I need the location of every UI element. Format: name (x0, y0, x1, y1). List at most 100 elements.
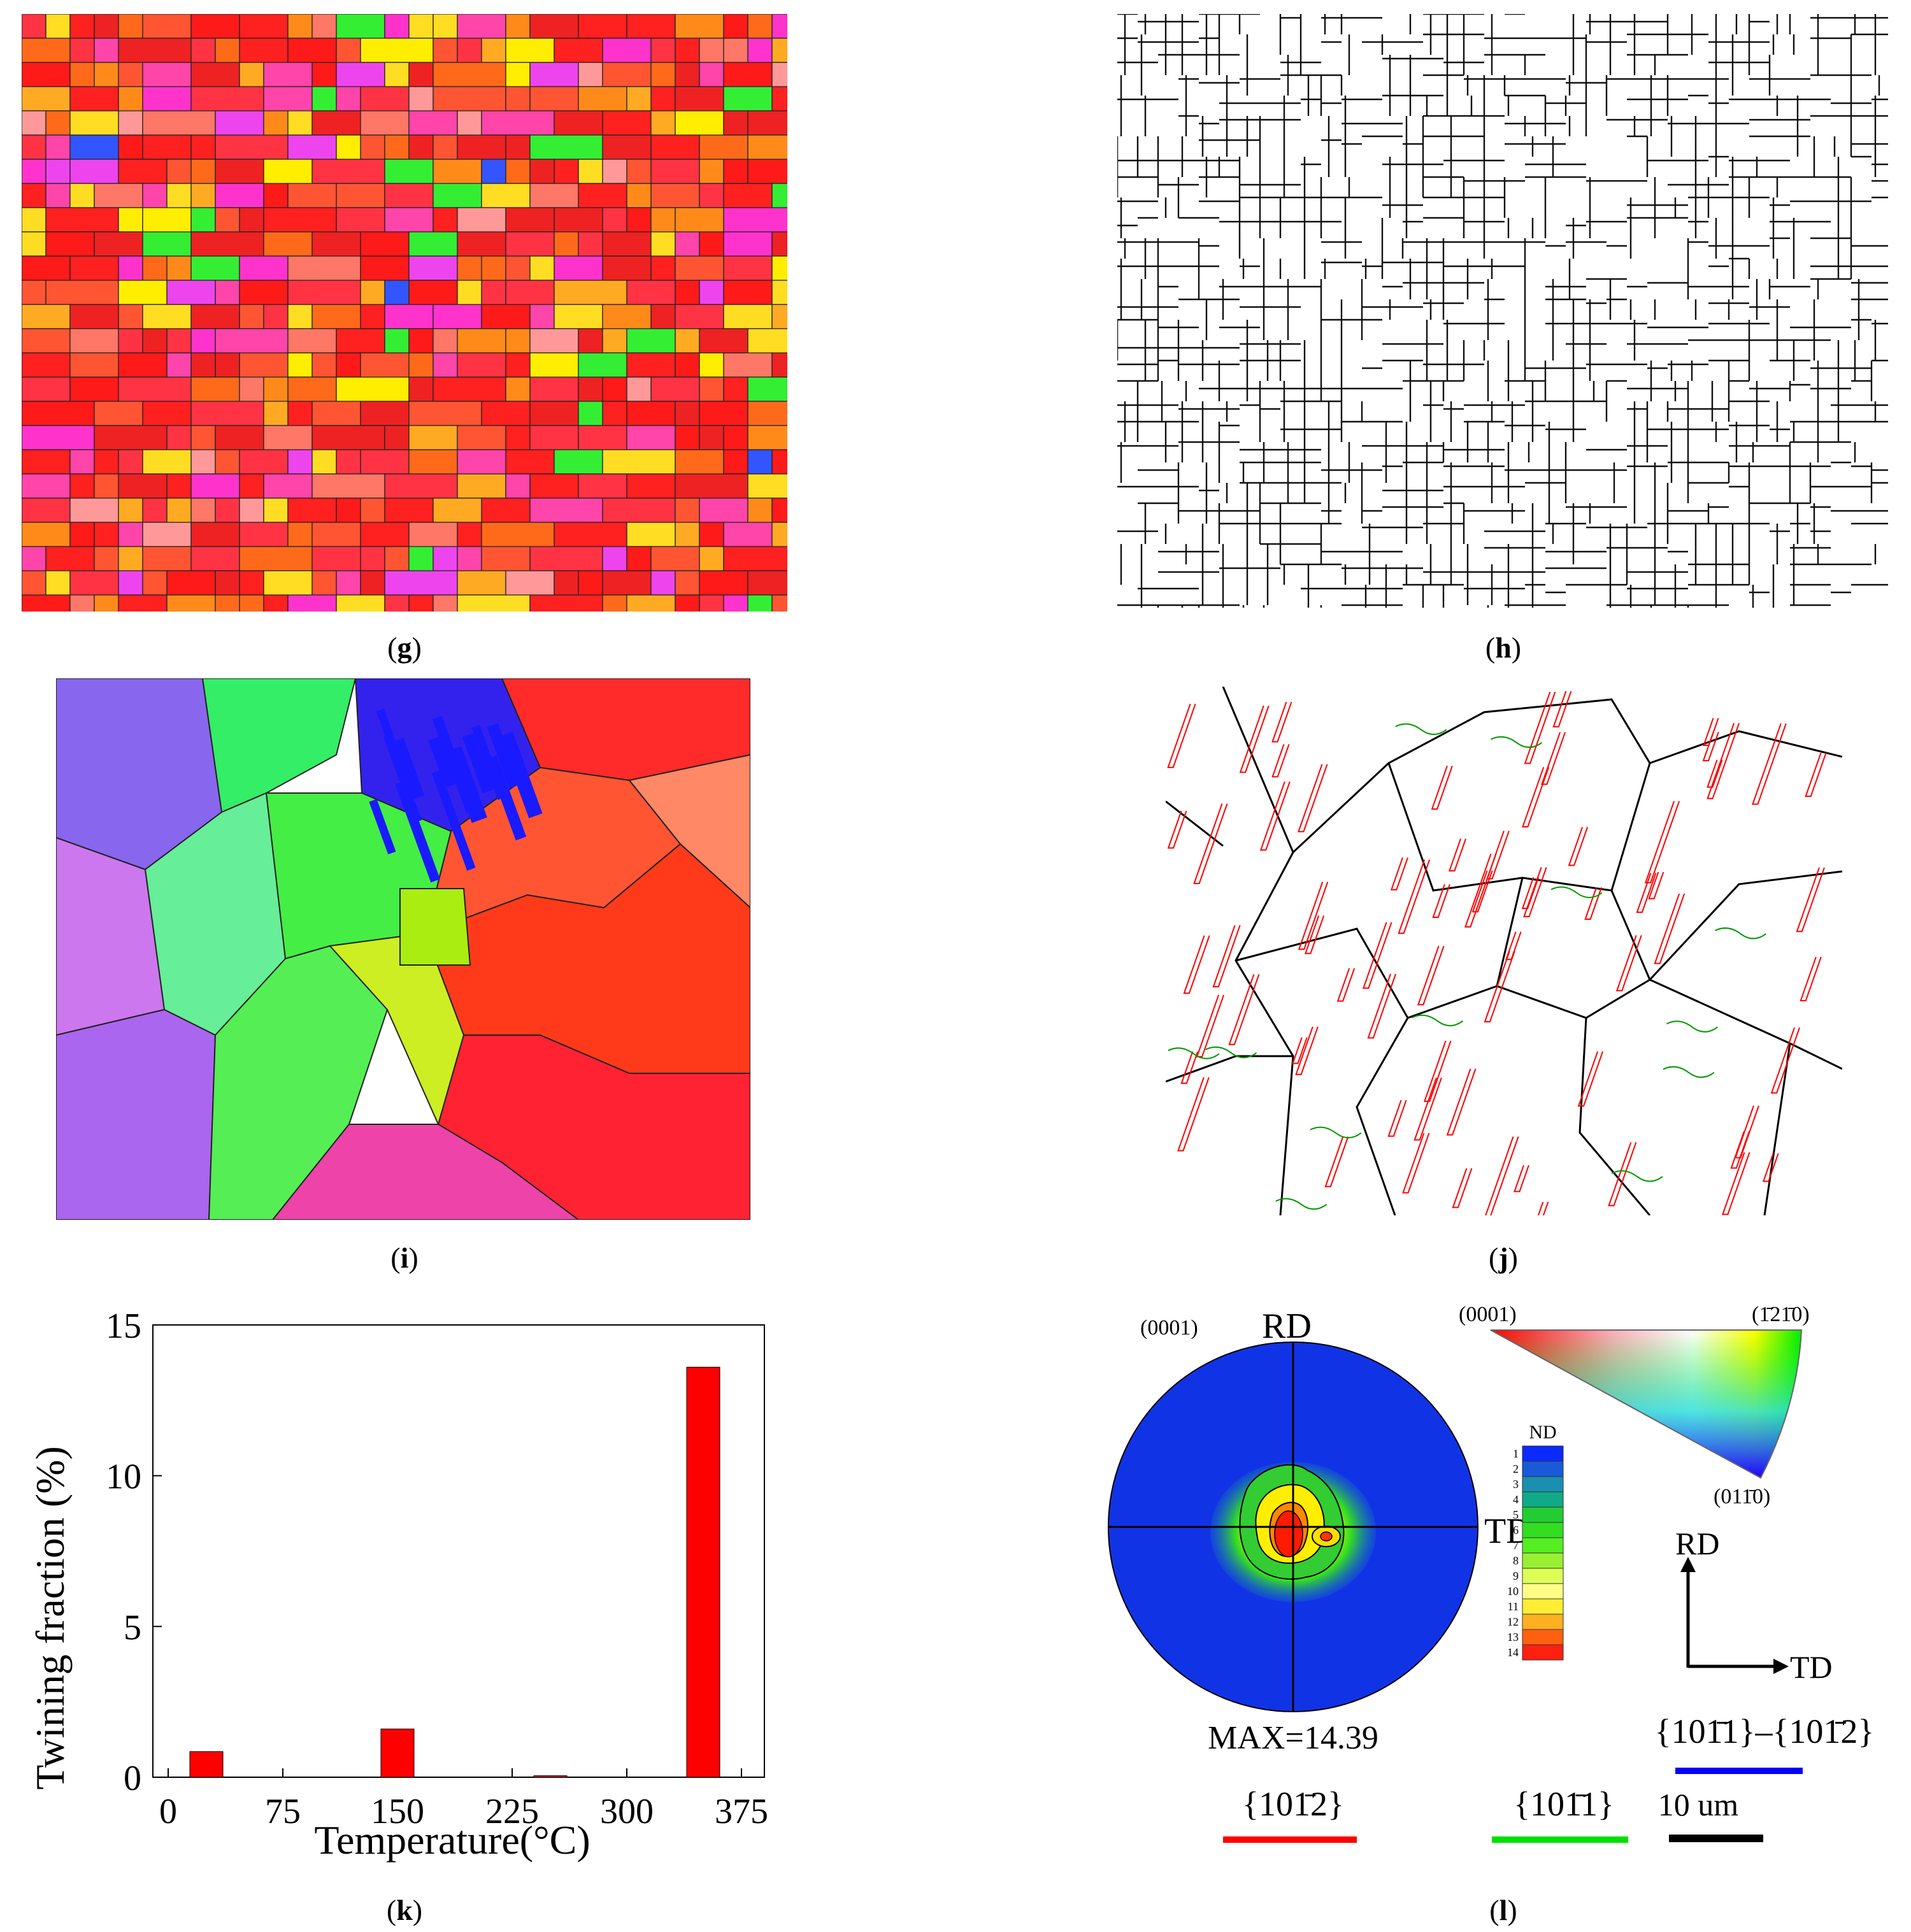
bar (533, 1775, 568, 1778)
pole-figure-svg: (0001) RD TD MAX=14.39 (0001) (1̄21̄0) (… (1108, 1303, 1874, 1843)
grain (263, 497, 289, 523)
grain (529, 62, 579, 87)
panel-label-i: (i) (390, 1241, 419, 1274)
grain (578, 473, 627, 499)
colorbar-level-label: 1 (1513, 1447, 1519, 1460)
twin-boundary-red (1431, 765, 1453, 810)
twin-boundary-red (1298, 764, 1328, 833)
grain (69, 449, 95, 475)
grain (723, 86, 773, 111)
grain (190, 522, 240, 547)
colorbar-level-label: 8 (1513, 1554, 1519, 1567)
grain (626, 280, 676, 305)
grain (271, 1124, 580, 1220)
colorbar-level (1522, 1614, 1564, 1630)
legend-text-tension-twin: {101̄2} (1242, 1785, 1344, 1823)
grain (481, 497, 531, 523)
grain (384, 497, 434, 523)
grain (118, 134, 143, 160)
twin-boundary-map-j (1166, 687, 1842, 1215)
grain (336, 449, 361, 475)
grain (699, 594, 724, 612)
grain (22, 38, 71, 63)
twin-boundary-red (1239, 705, 1270, 773)
grain (650, 376, 700, 402)
twin-boundary-green (1205, 1046, 1257, 1059)
twin-lamella (395, 781, 440, 883)
grain (650, 255, 676, 281)
grain (433, 14, 458, 39)
grain (190, 328, 216, 354)
grain (699, 352, 724, 378)
grain (287, 352, 313, 378)
grain (118, 594, 168, 612)
grain (554, 38, 603, 63)
twin-boundary-green (1275, 1198, 1328, 1210)
twin-boundary-red (1707, 759, 1723, 788)
grain (505, 449, 555, 475)
grain (505, 159, 531, 184)
grain-boundary-network (1117, 14, 1888, 608)
grain (336, 352, 361, 378)
twin-boundary-red (1721, 1152, 1750, 1215)
legend-text-compression-twin: {101̄1} (1514, 1785, 1614, 1823)
grain (457, 425, 506, 450)
twin-boundary-red (1577, 1051, 1604, 1107)
colorbar-level (1522, 1598, 1564, 1615)
colorbar-level (1522, 1629, 1564, 1645)
twin-lamella (383, 734, 422, 823)
grain (311, 401, 361, 426)
twin-boundary-green (1491, 736, 1543, 748)
grain (602, 231, 652, 257)
twin-boundary-red (1446, 1068, 1477, 1136)
grain (142, 14, 192, 39)
twin-boundary-red (1228, 974, 1260, 1045)
twin-boundary-red (1298, 882, 1329, 950)
grain (118, 38, 192, 63)
grain (69, 62, 95, 87)
grain (22, 497, 71, 523)
grain (239, 570, 264, 596)
grain (69, 328, 119, 354)
grain (22, 14, 47, 39)
triangle-corner-0001: (0001) (1459, 1303, 1517, 1326)
grain (433, 62, 506, 87)
arrow-right-icon (1773, 1659, 1789, 1674)
grain (94, 594, 119, 612)
grain (602, 546, 627, 571)
twin-lamella (499, 731, 543, 819)
grain (384, 546, 410, 571)
bar-chart-k: 0 75 150 225 300 375 0 5 10 15 Temperature(°C) Tw… (0, 1293, 803, 1898)
grain (408, 425, 458, 450)
twin-boundary-red (1464, 853, 1497, 928)
twin-boundary-green (1663, 1066, 1715, 1078)
grain (675, 570, 700, 596)
colorbar-level-label: 4 (1513, 1493, 1519, 1506)
grain (287, 280, 361, 305)
rd-label: RD (1262, 1306, 1312, 1346)
twin-boundary-network (1166, 687, 1842, 1215)
y-tick-label: 15 (106, 1306, 141, 1346)
grain (505, 255, 531, 281)
twin-boundary-red (1183, 935, 1210, 994)
twin-boundary-red (1762, 1153, 1779, 1182)
boundary-map-h (1117, 14, 1888, 608)
triangle-corner-12-10: (1̄21̄0) (1752, 1303, 1810, 1326)
grain (723, 280, 773, 305)
grain (408, 376, 434, 402)
grain (118, 207, 143, 233)
grain (505, 86, 531, 111)
grain (554, 255, 603, 281)
grain (287, 38, 337, 63)
twin-boundary-red (1644, 801, 1680, 884)
bar (189, 1751, 224, 1778)
colorbar-level (1522, 1644, 1564, 1661)
grain (771, 14, 787, 39)
grain (118, 352, 168, 378)
grain (408, 401, 482, 426)
grain (311, 425, 385, 450)
twin-boundary-red (1177, 1077, 1210, 1152)
twin-boundary-red (1796, 867, 1825, 933)
grain-boundary (1649, 730, 1842, 764)
